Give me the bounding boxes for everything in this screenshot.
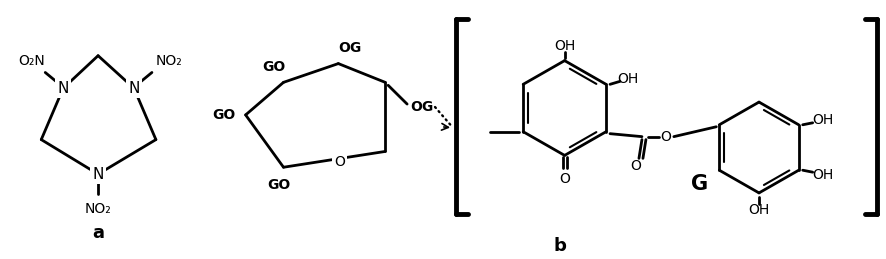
Text: NO₂: NO₂	[155, 54, 183, 68]
Text: O: O	[660, 130, 672, 144]
Text: N: N	[58, 81, 69, 96]
Text: NO₂: NO₂	[85, 202, 112, 216]
Text: GO: GO	[262, 60, 285, 74]
Text: a: a	[92, 224, 104, 242]
Text: OH: OH	[749, 203, 770, 217]
Text: GO: GO	[267, 178, 290, 192]
Text: OH: OH	[618, 72, 639, 87]
Text: O₂N: O₂N	[18, 54, 44, 68]
Text: N: N	[128, 81, 140, 96]
Text: b: b	[553, 237, 566, 255]
Text: OG: OG	[338, 41, 361, 55]
Text: N: N	[92, 167, 104, 182]
Text: OH: OH	[554, 39, 575, 53]
Text: O: O	[559, 172, 570, 186]
Text: OH: OH	[812, 168, 833, 182]
Text: OG: OG	[410, 100, 433, 114]
Text: G: G	[690, 174, 708, 194]
Text: O: O	[334, 155, 345, 169]
Text: O: O	[631, 159, 641, 173]
Text: GO: GO	[212, 108, 236, 122]
Text: OH: OH	[812, 113, 833, 127]
